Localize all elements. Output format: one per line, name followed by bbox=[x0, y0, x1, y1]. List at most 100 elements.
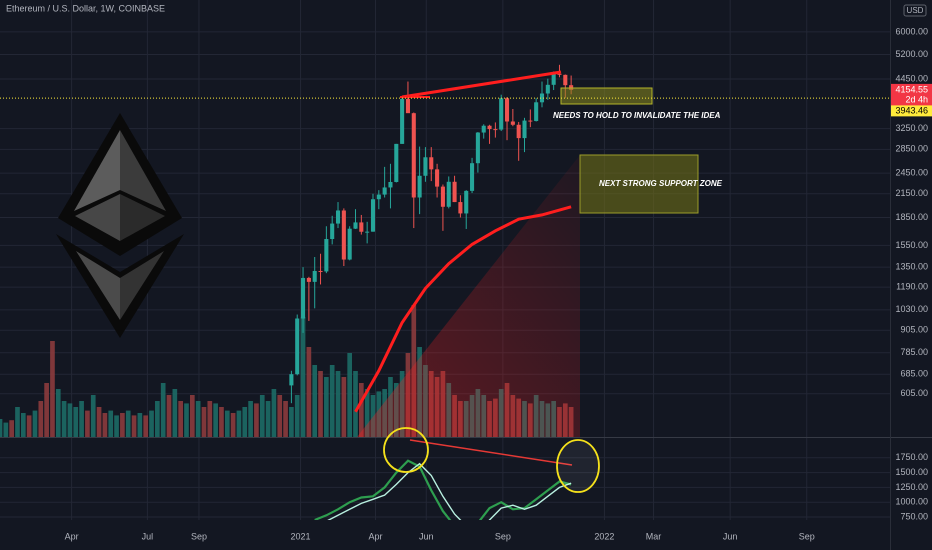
volume-bar bbox=[131, 415, 137, 437]
y-tick-label: 1850.00 bbox=[895, 212, 928, 222]
currency-box bbox=[903, 4, 927, 17]
highlight-circle bbox=[556, 439, 600, 493]
volume-bar bbox=[265, 401, 271, 437]
x-tick-label: Sep bbox=[495, 531, 511, 541]
resistance-box bbox=[560, 87, 653, 105]
y-tick-label: 1030.00 bbox=[895, 304, 928, 314]
y-tick-label: 685.00 bbox=[900, 369, 928, 379]
volume-bar bbox=[79, 401, 84, 437]
volume-bar bbox=[0, 419, 3, 437]
candle-body bbox=[324, 239, 329, 272]
volume-bar bbox=[15, 407, 20, 437]
volume-bar bbox=[102, 413, 108, 437]
candle-body bbox=[312, 270, 317, 282]
candle-body bbox=[353, 222, 358, 229]
volume-bar bbox=[370, 395, 376, 437]
level-label: 3943.46 bbox=[895, 105, 928, 115]
y-tick-label: 7500.00 bbox=[895, 0, 928, 1]
x-tick-label: Jul bbox=[142, 531, 154, 541]
candle-body bbox=[318, 270, 323, 272]
volume-bar bbox=[318, 371, 323, 437]
volume-bar bbox=[201, 407, 207, 437]
y-tick-label: 1750.00 bbox=[895, 452, 928, 462]
volume-bar bbox=[364, 389, 370, 437]
candle-body bbox=[341, 210, 346, 260]
highlight-circle bbox=[383, 427, 429, 473]
candle-body bbox=[464, 190, 469, 214]
volume-bar bbox=[160, 383, 166, 437]
y-tick-label: 2150.00 bbox=[895, 188, 928, 198]
volume-bar bbox=[108, 410, 114, 437]
volume-bar bbox=[32, 410, 38, 437]
candle-body bbox=[557, 73, 562, 75]
candle-body bbox=[382, 187, 387, 195]
y-tick-label: 5200.00 bbox=[895, 49, 928, 59]
candle-body bbox=[376, 194, 381, 200]
candle-body bbox=[470, 163, 475, 191]
volume-bar bbox=[26, 415, 32, 437]
oscillator-line bbox=[314, 459, 572, 520]
y-tick-label: 1350.00 bbox=[895, 262, 928, 272]
candle-body bbox=[504, 98, 510, 122]
moving-average bbox=[354, 205, 572, 413]
volume-bar bbox=[73, 407, 79, 437]
currency-label: USD bbox=[907, 6, 924, 15]
candle-body bbox=[411, 113, 416, 198]
chart-title: Ethereum / U.S. Dollar, 1W, COINBASE bbox=[6, 3, 165, 13]
candle-body bbox=[400, 98, 405, 144]
y-tick-label: 1500.00 bbox=[895, 467, 928, 477]
volume-bar bbox=[195, 401, 201, 437]
moving-average-line bbox=[354, 205, 572, 413]
y-tick-label: 1000.00 bbox=[895, 497, 928, 507]
candle-body bbox=[295, 318, 300, 375]
y-tick-label: 750.00 bbox=[900, 511, 928, 521]
volume-bar bbox=[329, 365, 335, 437]
candle-body bbox=[551, 73, 556, 85]
last-price-label: 4154.55 bbox=[895, 84, 928, 94]
volume-bar bbox=[213, 403, 218, 437]
candle-body bbox=[429, 157, 434, 170]
volume-bar bbox=[172, 389, 178, 437]
annotation: NEEDS TO HOLD TO INVALIDATE THE IDEA bbox=[553, 111, 721, 120]
volume-bar bbox=[85, 410, 90, 437]
y-tick-label: 785.00 bbox=[900, 347, 928, 357]
volume-bar bbox=[347, 353, 353, 437]
volume-bar bbox=[166, 395, 172, 437]
candle-body bbox=[365, 231, 370, 233]
candle-body bbox=[289, 374, 294, 386]
candle-body bbox=[534, 102, 539, 122]
volume-bar bbox=[341, 377, 347, 437]
volume-bar bbox=[3, 422, 9, 437]
candle-body bbox=[522, 120, 527, 139]
volume-bar bbox=[271, 389, 277, 437]
candle-body bbox=[545, 84, 550, 94]
x-tick-label: Apr bbox=[368, 531, 382, 541]
volume-bar bbox=[50, 341, 55, 437]
candle-body bbox=[563, 74, 568, 86]
annotation: NEXT STRONG SUPPORT ZONE bbox=[599, 179, 723, 188]
candle-body bbox=[499, 98, 504, 130]
candle-body bbox=[440, 186, 445, 207]
x-tick-label: Mar bbox=[646, 531, 662, 541]
candle-body bbox=[388, 181, 393, 188]
candle-body bbox=[301, 277, 306, 319]
candle-body bbox=[528, 120, 533, 122]
volume-bar bbox=[207, 401, 213, 437]
y-tick-label: 605.00 bbox=[900, 388, 928, 398]
candle-body bbox=[516, 124, 521, 139]
x-tick-label: Jun bbox=[723, 531, 738, 541]
y-tick-label: 905.00 bbox=[900, 325, 928, 335]
volume-bar bbox=[358, 383, 364, 437]
volume-bar bbox=[155, 401, 160, 437]
volume-bar bbox=[9, 420, 14, 437]
trend-line bbox=[401, 70, 562, 99]
candle-body bbox=[481, 125, 486, 133]
candle-body bbox=[330, 223, 335, 240]
ethereum-logo bbox=[56, 113, 184, 338]
volume-bar bbox=[312, 365, 318, 437]
candle-body bbox=[475, 132, 480, 164]
candle-body bbox=[306, 277, 311, 282]
y-tick-label: 1250.00 bbox=[895, 482, 928, 492]
volume-bar bbox=[178, 401, 183, 437]
